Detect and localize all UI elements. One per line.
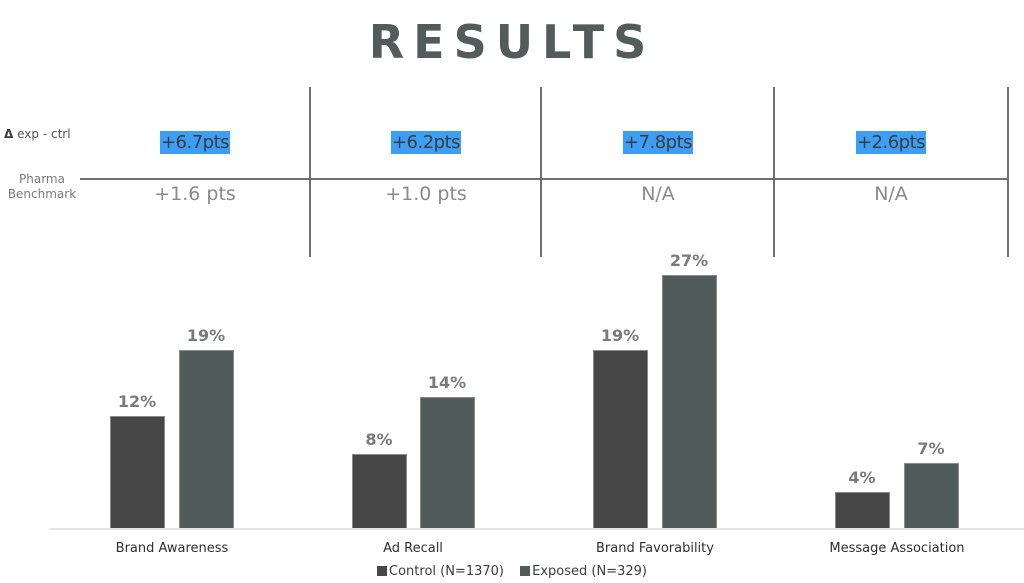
bar-exposed-brand-awareness [179, 350, 234, 529]
benchmark-value: N/A [874, 183, 908, 205]
benchmark-row-label: Pharma Benchmark [4, 172, 80, 202]
delta-row-label: Δ exp - ctrl [4, 127, 71, 142]
table-column-divider [309, 87, 311, 257]
category-label: Brand Favorability [596, 541, 714, 556]
bar-value-label: 27% [669, 251, 709, 270]
bar-exposed-ad-recall [420, 397, 475, 529]
table-column-divider [540, 87, 542, 257]
delta-value-cell: +6.2pts [311, 131, 541, 155]
delta-value: +6.7pts [159, 131, 231, 154]
benchmark-label-line2: Benchmark [7, 187, 77, 201]
x-axis-baseline [50, 528, 1024, 530]
delta-value: +2.6pts [855, 131, 927, 154]
bar-control-ad-recall [352, 454, 407, 529]
delta-value: +6.2pts [390, 131, 462, 154]
chart-legend: Control (N=1370) Exposed (N=329) [0, 562, 1024, 582]
bar-value-label: 7% [917, 439, 945, 458]
delta-value-cell: +7.8pts [542, 131, 774, 155]
bar-control-message-association [835, 492, 890, 529]
bar-value-label: 12% [117, 392, 157, 411]
bar-value-label: 8% [365, 430, 393, 449]
legend-label: Control (N=1370) [389, 564, 504, 579]
table-column-divider [773, 87, 775, 257]
bar-value-label: 14% [427, 373, 467, 392]
benchmark-value: N/A [641, 183, 675, 205]
bar-exposed-brand-favorability [662, 275, 717, 529]
bar-control-brand-favorability [593, 350, 648, 529]
bar-value-label: 4% [848, 468, 876, 487]
bar-control-brand-awareness [110, 416, 165, 529]
delta-value: +7.8pts [622, 131, 694, 154]
bar-exposed-message-association [904, 463, 959, 529]
page-title: RESULTS [368, 15, 656, 69]
legend-label: Exposed (N=329) [532, 564, 647, 579]
table-column-divider [1007, 87, 1009, 257]
delta-icon: Δ [4, 127, 14, 141]
bar-value-label: 19% [186, 326, 226, 345]
delta-row-label-text: exp - ctrl [17, 127, 71, 141]
benchmark-value: +1.6 pts [154, 183, 236, 205]
exposed-swatch-icon [520, 566, 531, 576]
category-label: Ad Recall [383, 541, 443, 556]
delta-value-cell: +6.7pts [80, 131, 310, 155]
bar-value-label: 19% [600, 326, 640, 345]
category-label: Message Association [829, 541, 965, 556]
legend-item-control: Control (N=1370) [377, 562, 504, 582]
control-swatch-icon [377, 566, 388, 576]
category-label: Brand Awareness [115, 541, 229, 556]
delta-value-cell: +2.6pts [775, 131, 1007, 155]
legend-item-exposed: Exposed (N=329) [520, 562, 647, 582]
benchmark-value: +1.0 pts [385, 183, 467, 205]
table-horizontal-divider [80, 178, 1008, 180]
benchmark-label-line1: Pharma [19, 172, 65, 186]
